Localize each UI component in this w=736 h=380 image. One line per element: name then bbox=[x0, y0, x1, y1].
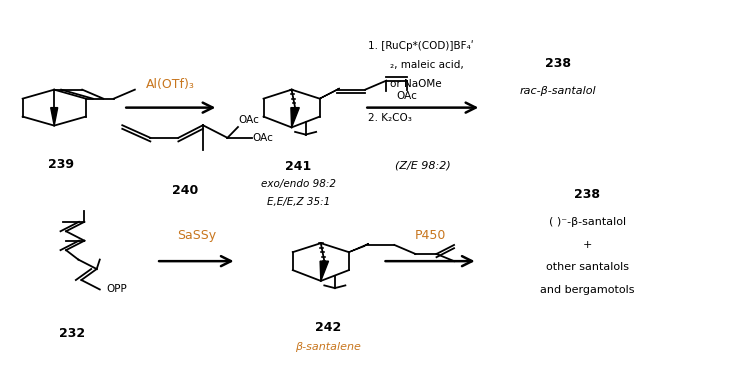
Polygon shape bbox=[349, 244, 369, 252]
Text: OAc: OAc bbox=[397, 90, 418, 101]
Text: E,E/E,Z 35:1: E,E/E,Z 35:1 bbox=[267, 198, 330, 207]
Text: 239: 239 bbox=[49, 158, 74, 171]
Text: 242: 242 bbox=[315, 321, 341, 334]
Text: β-santalene: β-santalene bbox=[295, 342, 361, 352]
Text: exo/endo 98:2: exo/endo 98:2 bbox=[261, 179, 336, 189]
Text: Al(OTf)₃: Al(OTf)₃ bbox=[146, 78, 195, 91]
Polygon shape bbox=[319, 88, 339, 99]
Text: ₂, maleic acid,: ₂, maleic acid, bbox=[390, 60, 464, 70]
Text: P450: P450 bbox=[414, 230, 446, 242]
Text: 238: 238 bbox=[574, 188, 600, 201]
Text: and bergamotols: and bergamotols bbox=[540, 285, 634, 295]
Text: other santalols: other santalols bbox=[545, 262, 629, 272]
Text: or NaOMe: or NaOMe bbox=[390, 79, 442, 89]
Text: OPP: OPP bbox=[106, 285, 127, 294]
Text: rac-β-santalol: rac-β-santalol bbox=[520, 86, 596, 97]
Polygon shape bbox=[291, 108, 300, 127]
Text: (Z/E 98:2): (Z/E 98:2) bbox=[395, 160, 450, 170]
Text: 2. K₂CO₃: 2. K₂CO₃ bbox=[368, 112, 412, 123]
Polygon shape bbox=[51, 108, 57, 126]
Text: 1. [RuCp*(COD)]BF₄ʹ: 1. [RuCp*(COD)]BF₄ʹ bbox=[368, 41, 474, 51]
Text: 238: 238 bbox=[545, 57, 571, 70]
Text: 232: 232 bbox=[59, 327, 85, 340]
Text: SaSSy: SaSSy bbox=[177, 230, 216, 242]
Text: 241: 241 bbox=[286, 160, 312, 173]
Text: OAc: OAc bbox=[238, 115, 259, 125]
Text: 240: 240 bbox=[172, 184, 199, 197]
Polygon shape bbox=[320, 261, 328, 281]
Text: +: + bbox=[582, 240, 592, 250]
Text: OAc: OAc bbox=[252, 133, 273, 143]
Text: ( )⁻-β-santalol: ( )⁻-β-santalol bbox=[548, 217, 626, 228]
